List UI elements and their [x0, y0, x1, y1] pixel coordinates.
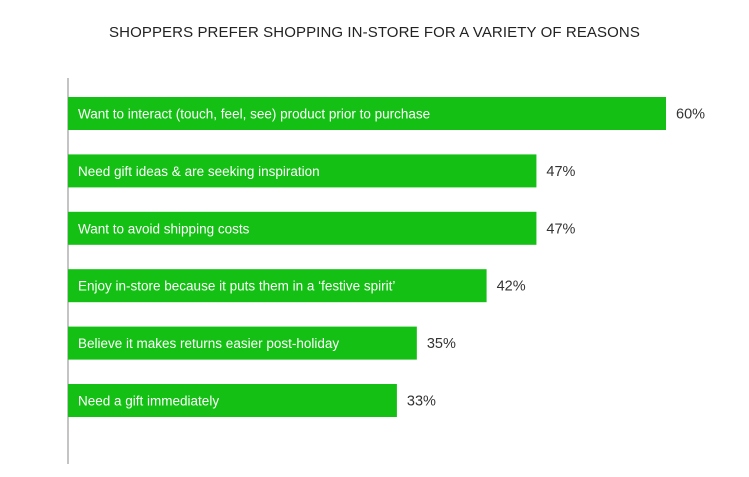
bar-value-label: 35% [427, 336, 456, 352]
bar-category-label: Need gift ideas & are seeking inspiratio… [78, 164, 320, 179]
bar [68, 211, 537, 245]
bar-category-label: Need a gift immediately [78, 394, 219, 409]
bar-category-label: Want to interact (touch, feel, see) prod… [78, 107, 430, 122]
bar-value-label: 47% [546, 221, 575, 237]
bar [68, 384, 397, 417]
bar-category-label: Want to avoid shipping costs [78, 221, 250, 236]
bar-value-label: 33% [407, 394, 436, 410]
bar-category-label: Believe it makes returns easier post-hol… [78, 336, 339, 351]
bar-category-label: Enjoy in-store because it puts them in a… [78, 279, 395, 294]
bar [68, 154, 537, 188]
bar [68, 269, 487, 303]
bar [68, 326, 417, 360]
bar [68, 97, 666, 130]
chart-title: SHOPPERS PREFER SHOPPING IN-STORE FOR A … [109, 24, 640, 41]
bar-value-label: 60% [676, 107, 705, 123]
bar-value-label: 42% [497, 279, 526, 295]
bar-value-label: 47% [546, 164, 575, 180]
